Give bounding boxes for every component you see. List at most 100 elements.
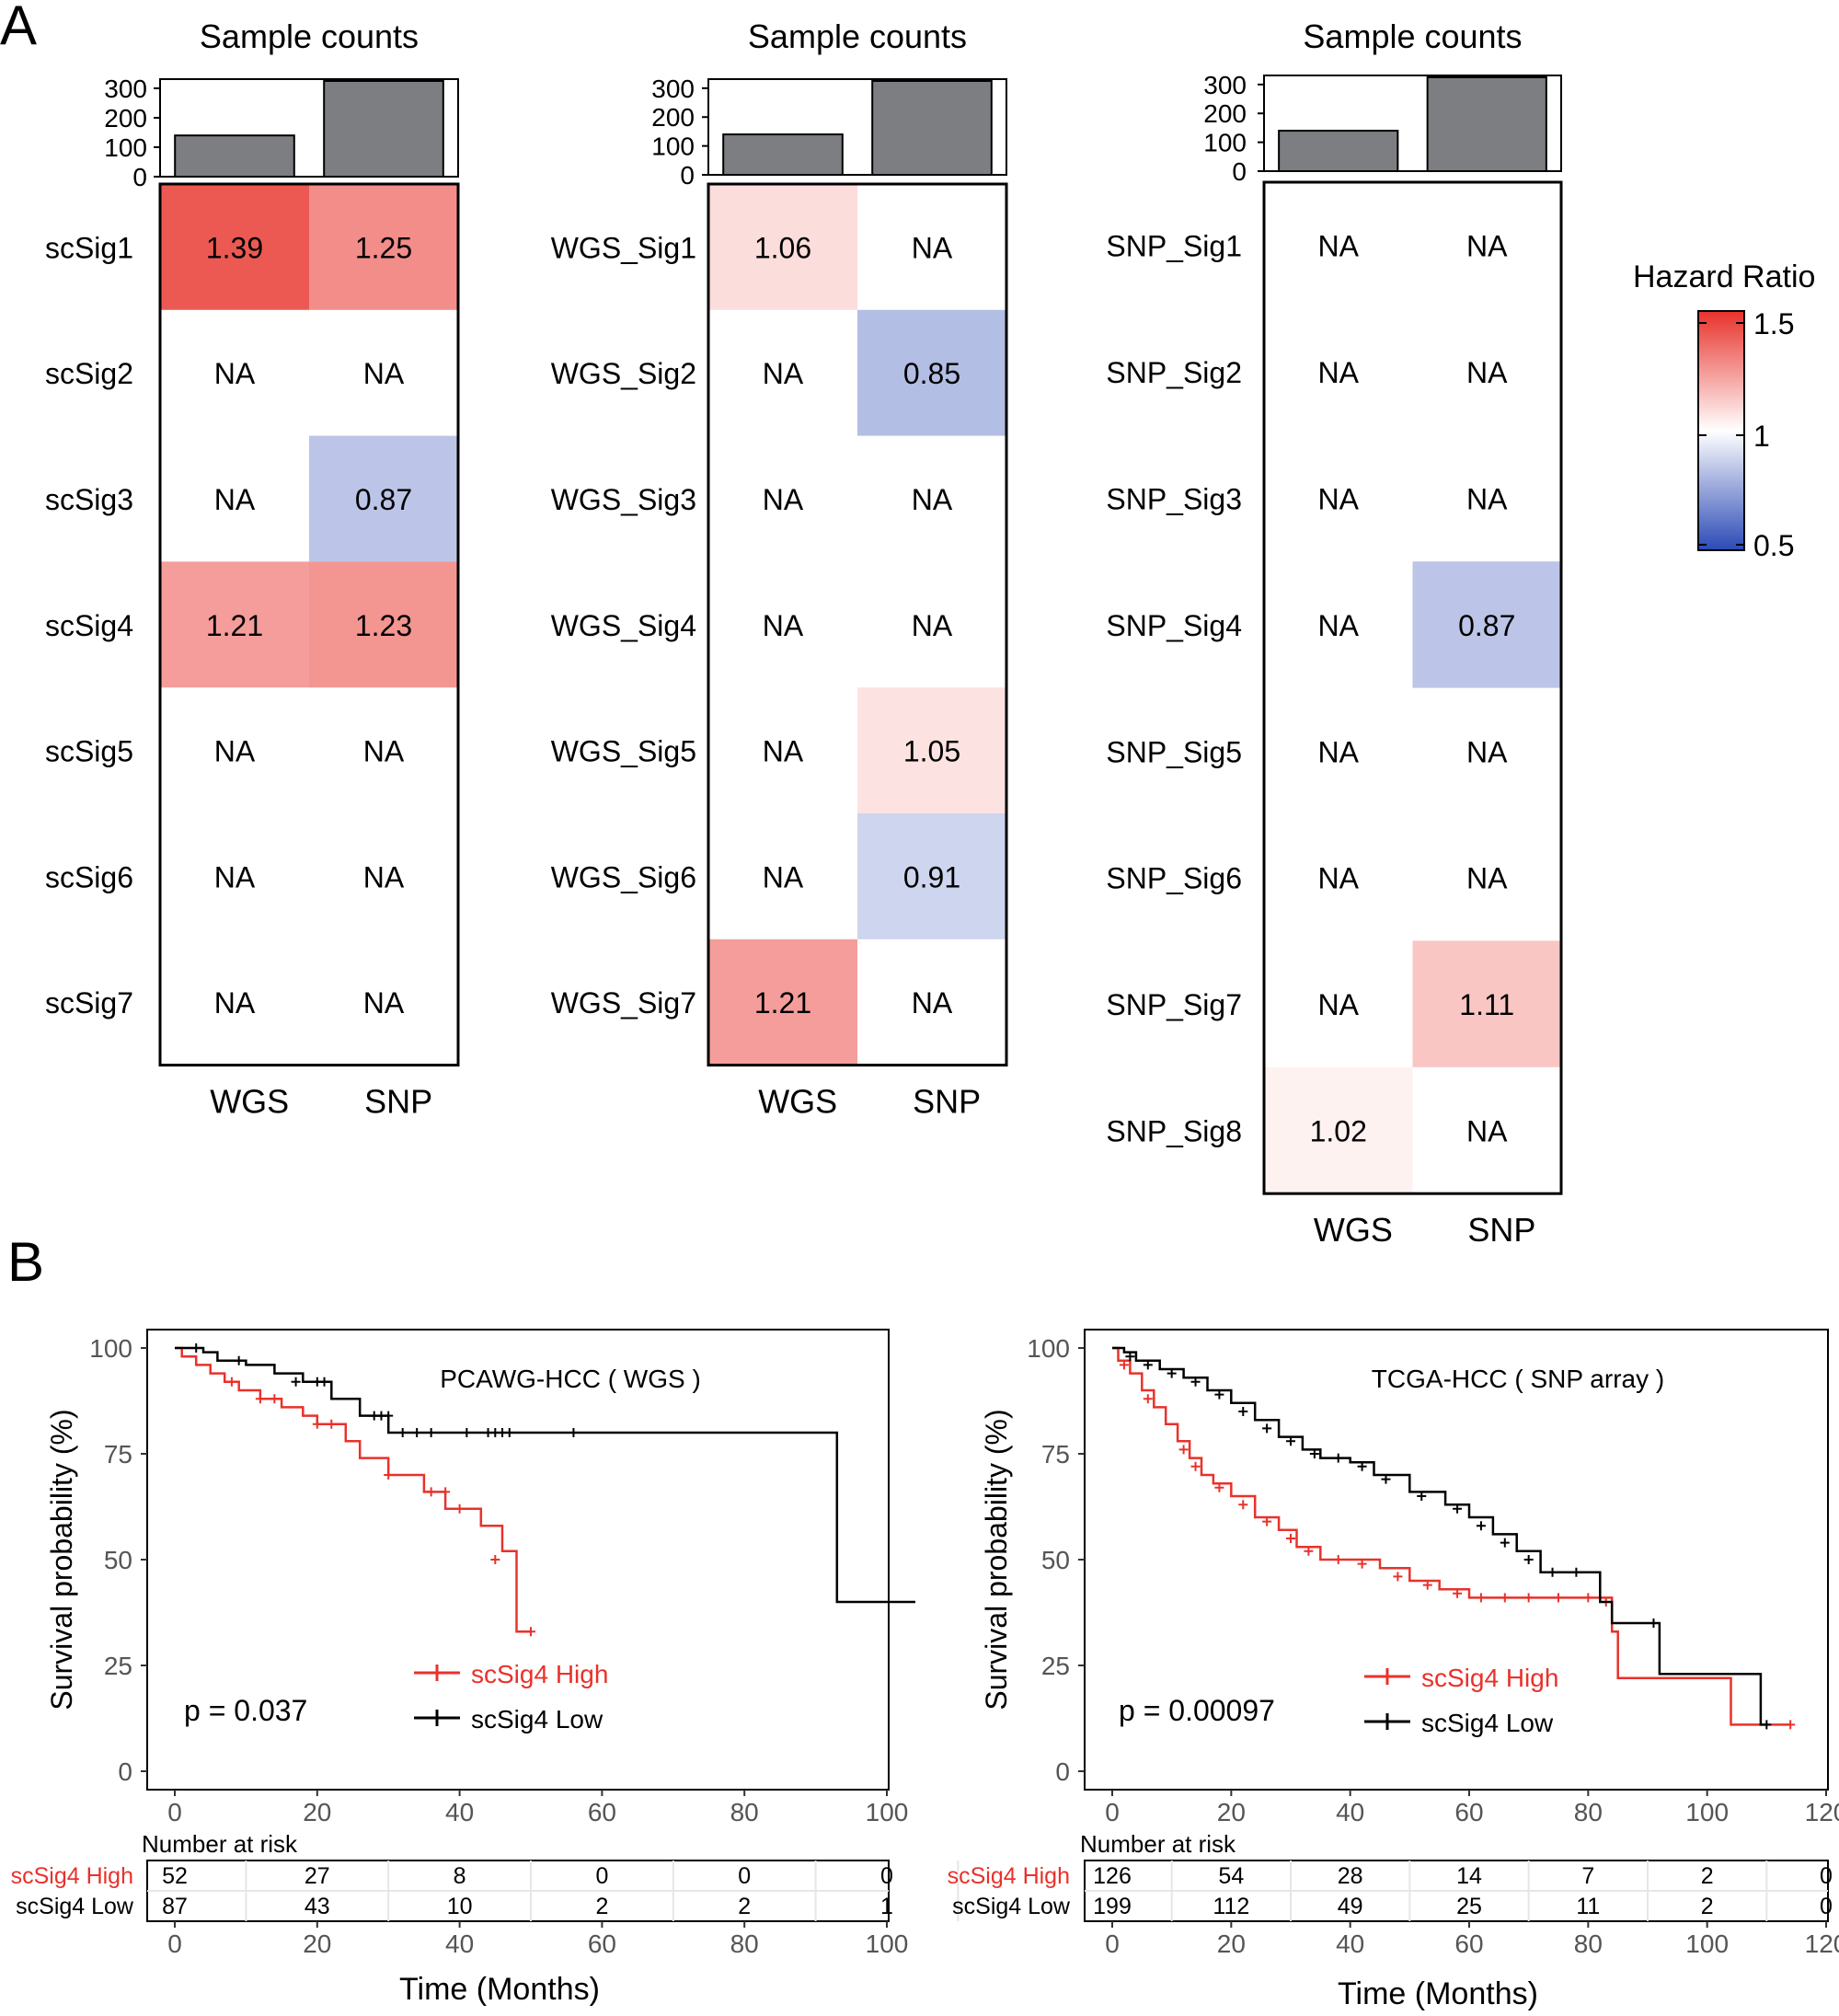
- bar-tick-label: 0: [680, 161, 695, 190]
- heatmap-column-label: SNP: [364, 1083, 432, 1121]
- censor-mark-scsig4-low: [1547, 1567, 1557, 1577]
- y-tick-label: 75: [1041, 1440, 1070, 1469]
- y-tick-label: 50: [1041, 1546, 1070, 1574]
- censor-mark-scsig4-low: [412, 1428, 422, 1437]
- censor-mark-scsig4-low: [1571, 1567, 1581, 1577]
- heatmap-row-label: WGS_Sig4: [551, 609, 696, 642]
- heatmap-cell-label: NA: [1466, 483, 1508, 516]
- y-tick-label: 0: [118, 1757, 132, 1786]
- risk-count: 10: [447, 1894, 473, 1919]
- risk-count: 2: [1701, 1894, 1714, 1919]
- heatmap-cell-label: 1.06: [754, 231, 811, 264]
- bar-tick-label: 100: [651, 132, 695, 161]
- heatmap-row-label: scSig5: [45, 735, 133, 768]
- risk-x-tick-label: 120: [1805, 1930, 1839, 1958]
- censor-mark-scsig4-high: [1476, 1593, 1486, 1603]
- censor-mark-scsig4-low: [1649, 1619, 1659, 1628]
- y-tick-label: 100: [89, 1334, 132, 1363]
- heatmap-cell-label: NA: [912, 231, 953, 264]
- sample-count-bar-snp: [323, 80, 444, 178]
- heatmap-row-label: WGS_Sig3: [551, 483, 696, 516]
- x-tick-label: 0: [167, 1798, 182, 1826]
- censor-mark-scsig4-high: [441, 1487, 451, 1497]
- legend-title: Hazard Ratio: [1633, 259, 1815, 294]
- heatmap-cell-label: 1.11: [1459, 988, 1514, 1021]
- x-tick-label: 60: [1454, 1798, 1483, 1826]
- censor-mark-scsig4-high: [1304, 1546, 1314, 1556]
- heatmap-cell-label: NA: [1318, 230, 1360, 263]
- risk-count: 1: [880, 1894, 893, 1919]
- censor-mark-scsig4-low: [1214, 1389, 1224, 1400]
- plot-title: TCGA-HCC ( SNP array ): [1372, 1365, 1664, 1393]
- heatmap-column-label: WGS: [1314, 1211, 1393, 1249]
- panel-label-b: B: [7, 1231, 44, 1293]
- heatmap-column-label: WGS: [210, 1083, 289, 1121]
- censor-mark-scsig4-low: [1143, 1360, 1153, 1370]
- heatmap-row-label: scSig2: [45, 357, 133, 390]
- heatmap-row-label: scSig3: [45, 483, 133, 516]
- censor-mark-scsig4-high: [1583, 1593, 1593, 1603]
- bar-tick-label: 0: [132, 163, 147, 191]
- censor-mark-scsig4-high: [1178, 1445, 1189, 1455]
- heatmap-frame: [1262, 180, 1563, 1195]
- heatmap-cell-label: 1.02: [1310, 1115, 1367, 1148]
- plot-title: PCAWG-HCC ( WGS ): [440, 1365, 701, 1393]
- risk-count: 2: [738, 1894, 751, 1919]
- heatmap-cell-scsig4-wgs: [160, 561, 309, 688]
- bar-tick-label: 100: [1203, 129, 1247, 157]
- heatmap-row-label: WGS_Sig2: [551, 357, 696, 390]
- heatmap-cell-scsig1-snp: [309, 184, 458, 310]
- sample-count-bar-snp: [871, 80, 993, 176]
- censor-mark-scsig4-high: [454, 1503, 465, 1514]
- y-tick-label: 50: [104, 1546, 132, 1574]
- censor-mark-scsig4-high: [384, 1470, 394, 1480]
- risk-count: 43: [305, 1894, 330, 1919]
- p-value: p = 0.00097: [1119, 1694, 1275, 1727]
- heatmap-row-label: WGS_Sig6: [551, 860, 696, 893]
- panel-label-a: A: [0, 0, 37, 56]
- sample-count-bar-wgs: [722, 133, 844, 176]
- risk-row-label-scsig4-high: scSig4 High: [948, 1863, 1070, 1889]
- censor-mark-scsig4-low: [1523, 1555, 1534, 1564]
- censor-mark-scsig4-high: [426, 1487, 436, 1497]
- bar-tick-label: 100: [104, 133, 147, 162]
- risk-count: 27: [305, 1863, 330, 1889]
- x-tick-label: 40: [1336, 1798, 1364, 1826]
- risk-count: 2: [595, 1894, 608, 1919]
- risk-x-tick-label: 80: [730, 1930, 759, 1958]
- heatmap-row-label: SNP_Sig6: [1106, 862, 1242, 895]
- sample-count-bar-snp: [1426, 76, 1547, 172]
- censor-mark-scsig4-high: [1119, 1360, 1129, 1370]
- censor-mark-scsig4-high: [312, 1419, 322, 1429]
- y-axis-label: Survival probability (%): [45, 1409, 78, 1710]
- heatmap-cell-wgs-sig5-snp: [857, 687, 1006, 813]
- heatmap-cell-label: NA: [214, 357, 256, 390]
- heatmap-row-label: SNP_Sig3: [1106, 483, 1242, 516]
- risk-x-tick-label: 0: [1105, 1930, 1120, 1958]
- y-tick-label: 0: [1055, 1757, 1070, 1786]
- heatmap-frame: [707, 182, 1008, 1067]
- heatmap-cell-wgs-sig6-snp: [857, 813, 1006, 939]
- legend-tick-mid: 1: [1753, 420, 1770, 453]
- heatmap-row-label: SNP_Sig5: [1106, 735, 1242, 768]
- heatmap-cell-label: NA: [363, 357, 405, 390]
- censor-mark-scsig4-high: [1393, 1572, 1403, 1582]
- censor-mark-scsig4-low: [1762, 1720, 1772, 1730]
- heatmap-cell-label: NA: [763, 609, 804, 642]
- censor-mark-scsig4-high: [1143, 1394, 1153, 1404]
- heatmap-cell-label: NA: [912, 483, 953, 516]
- censor-mark-scsig4-high: [490, 1555, 500, 1564]
- heatmap-cell-wgs-sig2-snp: [857, 309, 1006, 436]
- risk-count: 126: [1093, 1863, 1132, 1889]
- censor-mark-scsig4-high: [1554, 1593, 1563, 1603]
- heatmap-cell-label: NA: [1318, 862, 1360, 895]
- censor-mark-scsig4-low: [1357, 1461, 1367, 1471]
- censor-mark-scsig4-low: [397, 1428, 408, 1437]
- heatmap-cell-label: NA: [363, 860, 405, 893]
- censor-mark-scsig4-low: [426, 1428, 436, 1437]
- sample-count-bar-wgs: [1278, 130, 1399, 172]
- risk-count: 112: [1213, 1894, 1249, 1919]
- censor-mark-scsig4-low: [291, 1377, 301, 1387]
- censor-mark-scsig4-high: [226, 1377, 236, 1387]
